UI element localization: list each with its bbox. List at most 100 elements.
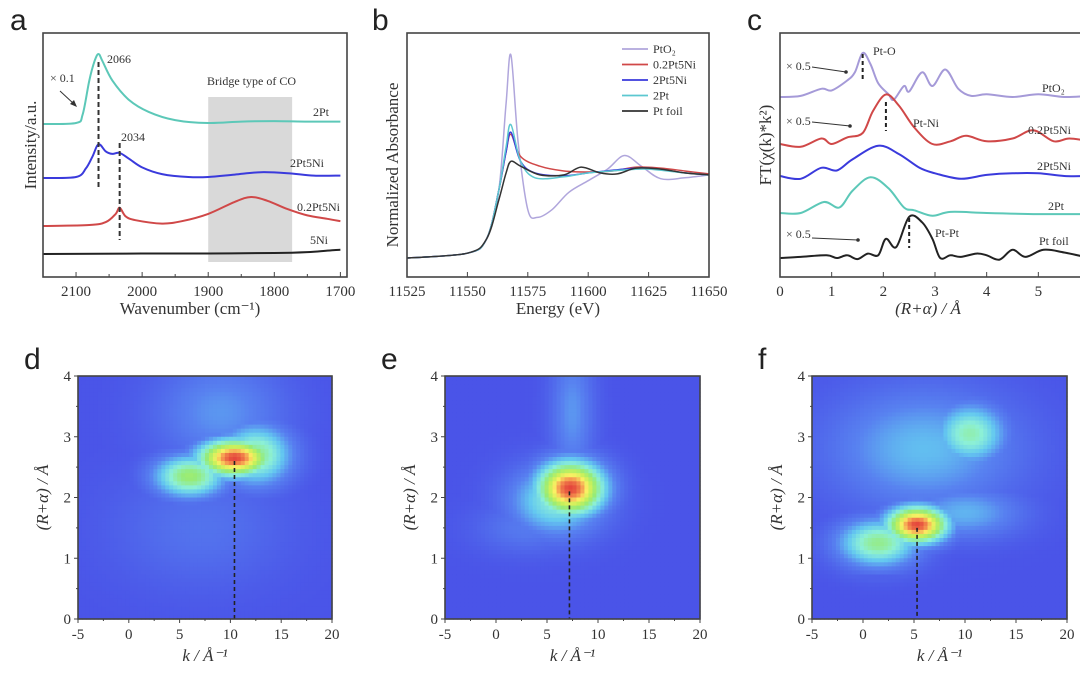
heatmap-cell — [101, 602, 107, 608]
heatmap-cell — [137, 505, 143, 511]
heatmap-cell — [300, 578, 305, 584]
heatmap-cell — [141, 521, 147, 527]
heatmap-cell — [252, 473, 258, 478]
heatmap-cell — [109, 396, 115, 401]
heatmap-cell — [472, 513, 478, 519]
heatmap-cell — [288, 469, 293, 474]
heatmap-cell — [208, 550, 214, 555]
heatmap-cell — [129, 477, 135, 482]
heatmap-cell — [157, 525, 162, 531]
heatmap-cell — [260, 566, 266, 571]
heatmap-cell — [125, 457, 131, 462]
heatmap-cell — [312, 594, 317, 600]
heatmap-cell — [85, 465, 91, 470]
heatmap-cell — [445, 380, 450, 385]
heatmap-cell — [169, 493, 174, 499]
heatmap-cell — [125, 562, 131, 567]
heatmap-cell — [224, 444, 230, 450]
heatmap-cell — [109, 542, 115, 547]
heatmap-cell — [101, 566, 107, 571]
heatmap-cell — [296, 586, 301, 592]
heatmap-cell — [157, 489, 162, 495]
heatmap-cell — [208, 578, 214, 584]
heatmap-cell — [296, 440, 301, 446]
heatmap-cell — [276, 509, 282, 515]
heatmap-cell — [141, 538, 147, 543]
heatmap-cell — [484, 542, 490, 547]
heatmap-cell — [89, 424, 95, 430]
heatmap-cell — [296, 525, 301, 531]
heatmap-cell — [464, 566, 470, 571]
heatmap-cell — [296, 376, 301, 381]
heatmap-cell — [244, 562, 250, 567]
heatmap-cell — [193, 501, 198, 507]
heatmap-cell — [113, 489, 119, 495]
heatmap-cell — [292, 477, 297, 482]
heatmap-cell — [472, 444, 478, 450]
heatmap-cell — [93, 396, 99, 401]
heatmap-cell — [101, 420, 107, 426]
heatmap-cell — [316, 380, 321, 385]
heatmap-cell — [220, 606, 226, 612]
heatmap-cell — [480, 396, 486, 401]
heatmap-cell — [496, 538, 502, 543]
heatmap-cell — [161, 570, 166, 576]
heatmap-cell — [97, 440, 103, 446]
heatmap-cell — [272, 505, 278, 511]
heatmap-cell — [169, 452, 174, 458]
heatmap-cell — [272, 489, 278, 495]
heatmap-cell — [137, 586, 143, 592]
heatmap-cell — [78, 420, 83, 426]
heatmap-cell — [97, 452, 103, 458]
heatmap-cell — [504, 525, 510, 531]
heatmap-cell — [240, 428, 246, 434]
heatmap-cell — [236, 448, 242, 454]
heatmap-cell — [133, 550, 139, 555]
heatmap-cell — [472, 598, 478, 604]
heatmap-cell — [460, 396, 466, 401]
heatmap-cell — [288, 428, 293, 434]
heatmap-cell — [304, 384, 309, 389]
heatmap-cell — [288, 424, 293, 430]
heatmap-cell — [452, 428, 458, 434]
heatmap-cell — [496, 436, 502, 442]
heatmap-cell — [256, 465, 262, 470]
heatmap-cell — [133, 477, 139, 482]
heatmap-cell — [181, 521, 186, 527]
heatmap-cell — [292, 392, 297, 397]
heatmap-cell — [81, 493, 87, 499]
heatmap-cell — [93, 562, 99, 567]
heatmap-cell — [81, 392, 87, 397]
heatmap-cell — [260, 473, 266, 478]
heatmap-cell — [149, 469, 155, 474]
heatmap-cell — [268, 533, 274, 539]
heatmap-cell — [197, 481, 202, 486]
heatmap-cell — [117, 380, 123, 385]
heatmap-cell — [185, 594, 190, 600]
heatmap-cell — [504, 578, 510, 584]
heatmap-cell — [464, 590, 470, 596]
y-axis-title: Intensity/a.u. — [21, 101, 40, 190]
heatmap-cell — [224, 505, 230, 511]
heatmap-cell — [496, 550, 502, 555]
heatmap-cell — [484, 525, 490, 531]
heatmap-cell — [304, 529, 309, 535]
heatmap-cell — [280, 469, 285, 474]
heatmap-cell — [244, 444, 250, 450]
heatmap-cell — [312, 505, 317, 511]
heatmap-cell — [109, 489, 115, 495]
heatmap-cell — [197, 448, 202, 454]
heatmap-cell — [448, 452, 454, 458]
heatmap-cell — [252, 384, 258, 389]
heatmap-cell — [101, 416, 107, 422]
heatmap-cell — [113, 529, 119, 535]
heatmap-cell — [268, 578, 274, 584]
heatmap-cell — [212, 469, 218, 474]
heatmap-cell — [272, 481, 278, 486]
heatmap-cell — [504, 428, 510, 434]
heatmap-cell — [205, 420, 210, 426]
heatmap-cell — [224, 424, 230, 430]
heatmap-cell — [105, 493, 111, 499]
heatmap-cell — [145, 582, 151, 588]
heatmap-cell — [113, 465, 119, 470]
